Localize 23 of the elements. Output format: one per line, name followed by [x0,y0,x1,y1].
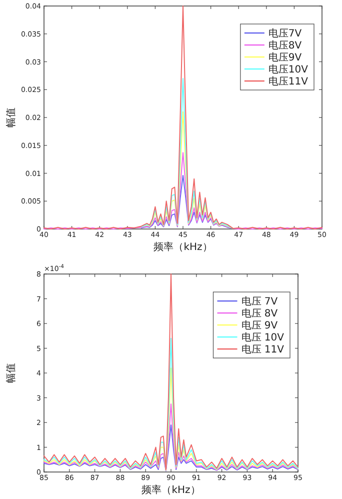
legend-label: 电压 7V [241,296,278,308]
legend-label: 电压 11V [241,344,284,356]
y-axis-title: 幅值 [5,363,17,383]
line-series [44,403,298,471]
x-axis-title: 频率（kHz） [142,484,200,496]
line-series [44,6,322,230]
legend-label: 电压7V [268,28,302,40]
legend-label: 电压11V [268,76,308,88]
line-series [44,424,298,472]
line-series [140,174,234,229]
line-series [140,78,234,229]
line-series [44,368,298,471]
x-axis-title: 频率（kHz） [154,241,212,253]
line-series [140,111,234,229]
line-series [44,274,298,470]
legend-label: 电压10V [268,64,308,76]
legend-label: 电压 8V [241,308,278,320]
legend-label: 电压8V [268,40,302,52]
legend-label: 电压 9V [241,320,278,332]
line-series [44,152,322,230]
legend-label: 电压9V [268,52,302,64]
y-axis-title: 幅值 [5,108,17,128]
legend-label: 电压 10V [241,332,284,344]
